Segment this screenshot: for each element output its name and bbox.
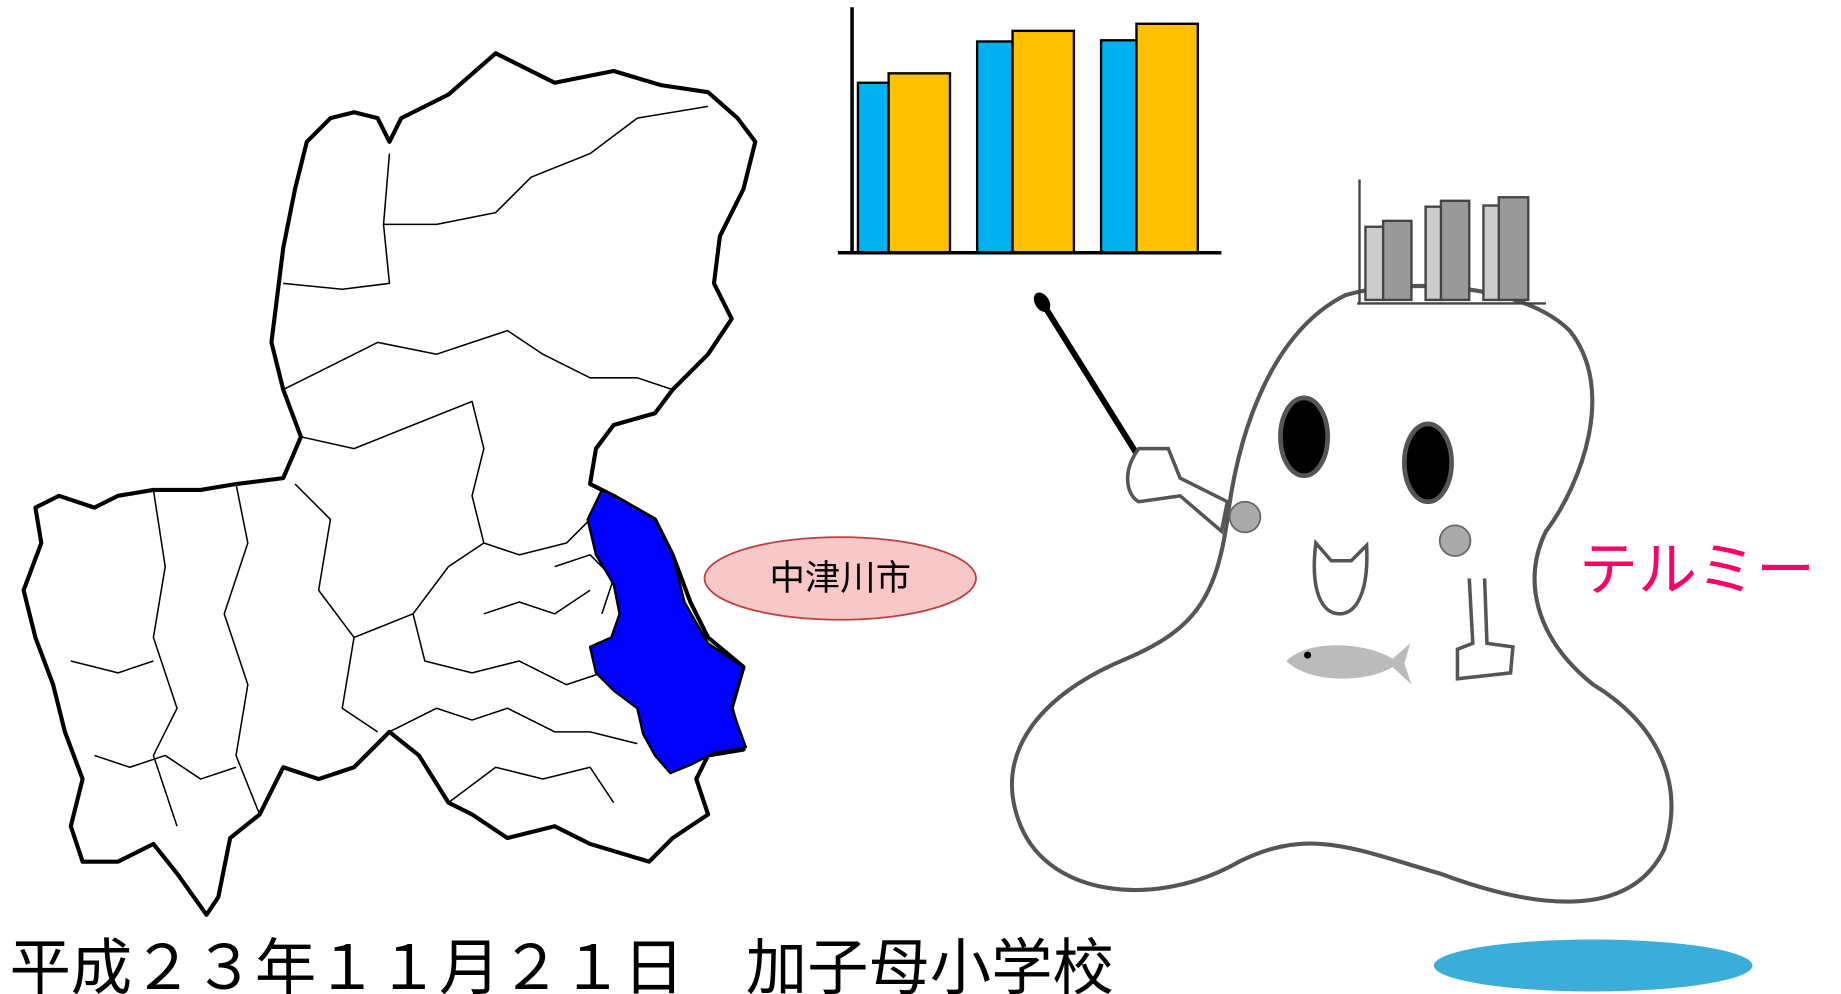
footer-text: 平成２３年１１月２１日 加子母小学校 (9, 933, 1113, 994)
illustration-part (1013, 31, 1074, 253)
illustration-part (1304, 652, 1311, 659)
illustration-part (858, 83, 891, 253)
illustration-part (1404, 424, 1451, 502)
illustration-part (1101, 40, 1139, 252)
illustration-part (977, 41, 1015, 252)
map-outline (24, 53, 756, 914)
illustration-part (1365, 227, 1384, 300)
illustration-part (889, 73, 950, 252)
illustration-part (1426, 207, 1443, 300)
illustration-part (1230, 502, 1261, 533)
puddle (1434, 940, 1753, 992)
illustration-part (1441, 201, 1469, 300)
illustration-part (1483, 206, 1500, 300)
city-label: 中津川市 (769, 558, 911, 599)
illustration-part (1128, 449, 1228, 532)
prefecture-map (24, 53, 756, 914)
illustration-part (1280, 398, 1327, 476)
pointer-stick (1042, 302, 1142, 462)
slide: 中津川市 テルミー 平成２３年１１月２１日 加 (0, 0, 1841, 994)
illustration-part (1383, 221, 1411, 300)
hat-chart (1357, 180, 1546, 305)
character-name: テルミー (1579, 535, 1815, 604)
character (1012, 286, 1671, 902)
illustration-part (1440, 525, 1471, 556)
illustration-part (1136, 24, 1197, 253)
illustration-part (1499, 197, 1529, 300)
page: 中津川市 テルミー 平成２３年１１月２１日 加 (0, 0, 1841, 994)
bar-chart-illustration (838, 7, 1222, 254)
